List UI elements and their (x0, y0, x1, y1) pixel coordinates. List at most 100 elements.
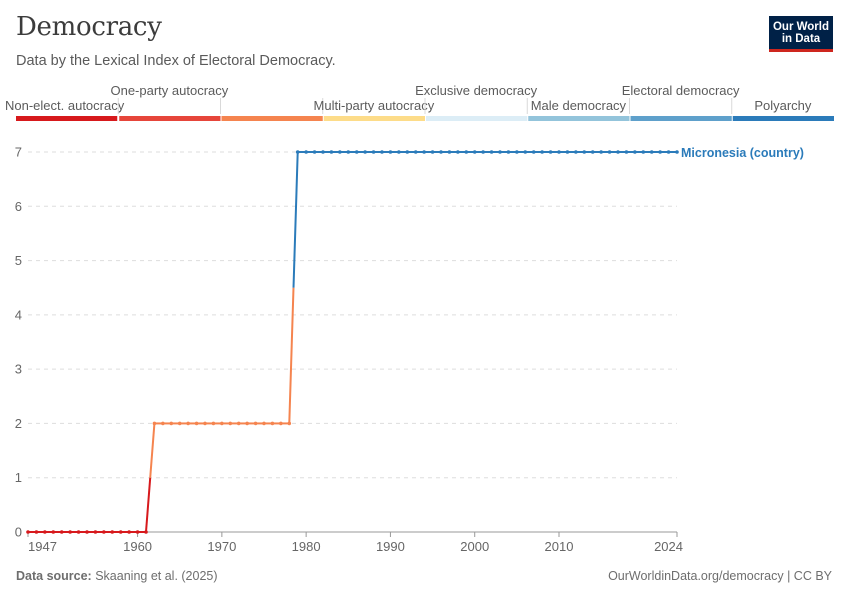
data-point (641, 150, 646, 154)
data-point (169, 421, 174, 426)
legend-label: Male democracy (531, 98, 627, 113)
data-point (439, 150, 443, 154)
data-point (135, 530, 140, 534)
data-point (363, 150, 367, 154)
data-point (380, 150, 384, 154)
y-tick-label: 4 (15, 307, 22, 322)
x-tick-label: 2024 (654, 539, 683, 554)
data-point (312, 150, 317, 154)
data-point (574, 150, 578, 154)
series-segment (149, 423, 156, 478)
legend-swatch (426, 116, 528, 121)
series-segment (292, 151, 299, 288)
legend-swatch (16, 116, 118, 121)
data-point (481, 150, 485, 154)
series-segment (145, 477, 152, 533)
data-point (498, 150, 502, 154)
legend-label: Electoral democracy (622, 83, 740, 98)
legend-swatch (323, 116, 425, 121)
data-point (422, 150, 426, 154)
data-point (565, 150, 570, 154)
data-point (540, 150, 544, 154)
data-point (666, 150, 671, 154)
data-point (430, 150, 435, 154)
data-point (548, 150, 553, 154)
data-source-label: Data source: (16, 569, 92, 583)
data-point (194, 421, 199, 426)
y-tick-label: 5 (15, 253, 22, 268)
license-link[interactable]: OurWorldinData.org/democracy | CC BY (608, 569, 832, 583)
data-point (253, 421, 258, 426)
logo-line-2: in Data (781, 33, 821, 45)
data-point (557, 150, 561, 154)
data-point (515, 150, 519, 154)
data-point (624, 150, 629, 154)
data-point (649, 150, 654, 154)
data-point (152, 421, 157, 426)
data-point (279, 421, 283, 426)
series: Micronesia (country) (26, 146, 804, 534)
data-point (675, 150, 679, 154)
data-point (186, 421, 190, 426)
y-tick-label: 6 (15, 199, 22, 214)
data-point (371, 150, 376, 154)
x-tick-label: 2010 (545, 539, 574, 554)
legend-label: Non-elect. autocracy (5, 98, 125, 113)
owid-logo[interactable]: Our World in Data (769, 16, 833, 52)
data-source-text[interactable]: Skaaning et al. (2025) (95, 569, 218, 583)
x-tick-label: 2000 (460, 539, 489, 554)
data-point (346, 150, 351, 154)
data-point (590, 150, 595, 154)
data-point (599, 150, 603, 154)
data-point (329, 150, 334, 154)
legend-label: Polyarchy (754, 98, 812, 113)
data-point (161, 421, 165, 426)
legend-swatch (221, 116, 323, 121)
data-point (68, 530, 72, 534)
series-label: Micronesia (country) (681, 146, 804, 160)
data-point (304, 150, 308, 154)
chart-subtitle: Data by the Lexical Index of Electoral D… (16, 53, 336, 69)
data-point (354, 150, 359, 154)
data-point (76, 530, 81, 534)
data-point (658, 150, 662, 154)
data-point (228, 421, 233, 426)
data-point (262, 421, 266, 426)
data-point (405, 150, 410, 154)
data-point (456, 150, 460, 154)
data-point (295, 150, 300, 154)
data-point (34, 530, 39, 534)
x-tick-label: 1960 (123, 539, 152, 554)
data-point (245, 421, 249, 426)
data-point (506, 150, 511, 154)
data-point (633, 150, 637, 154)
data-point (582, 150, 587, 154)
data-point (118, 530, 123, 534)
data-point (472, 150, 477, 154)
y-tick-label: 1 (15, 470, 22, 485)
legend-swatch (119, 116, 221, 121)
data-point (287, 421, 292, 426)
legend-swatch (732, 116, 834, 121)
data-point (321, 150, 325, 154)
y-tick-label: 3 (15, 362, 22, 377)
data-point (59, 530, 64, 534)
y-tick-label: 0 (15, 525, 22, 540)
data-point (607, 150, 612, 154)
legend-label: One-party autocracy (110, 83, 228, 98)
data-point (203, 421, 207, 426)
x-tick-label: 1990 (376, 539, 405, 554)
logo-line-1: Our World (772, 21, 829, 33)
y-tick-label: 2 (15, 416, 22, 431)
data-point (338, 150, 342, 154)
legend-swatch (630, 116, 732, 121)
gridlines (28, 151, 677, 479)
legend-label: Multi-party autocracy (314, 98, 435, 113)
data-point (85, 530, 89, 534)
data-point (270, 421, 275, 426)
data-point (397, 150, 401, 154)
data-source: Data source: Skaaning et al. (2025) (16, 569, 218, 583)
data-point (127, 530, 131, 534)
